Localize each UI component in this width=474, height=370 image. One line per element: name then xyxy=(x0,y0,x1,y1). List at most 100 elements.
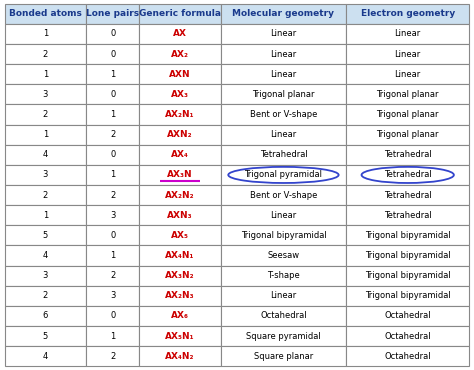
Text: AX₃N₂: AX₃N₂ xyxy=(165,271,195,280)
Bar xyxy=(346,64,469,84)
Bar xyxy=(86,104,139,125)
Bar xyxy=(139,286,221,306)
Bar xyxy=(346,145,469,165)
Text: AX₂N₂: AX₂N₂ xyxy=(165,191,195,199)
Bar xyxy=(139,326,221,346)
Text: Linear: Linear xyxy=(270,130,297,139)
Text: 2: 2 xyxy=(110,130,115,139)
Bar xyxy=(5,225,86,245)
Text: Molecular geometry: Molecular geometry xyxy=(232,9,335,18)
Bar xyxy=(86,145,139,165)
Text: AXN₂: AXN₂ xyxy=(167,130,193,139)
Text: AX₃: AX₃ xyxy=(171,90,189,99)
Text: AX₂N₁: AX₂N₁ xyxy=(165,110,195,119)
Text: AX₄N₁: AX₄N₁ xyxy=(165,251,195,260)
Text: 1: 1 xyxy=(43,70,48,79)
Bar xyxy=(139,306,221,326)
Text: Trigonal planar: Trigonal planar xyxy=(376,110,439,119)
Bar xyxy=(5,346,86,366)
Text: 2: 2 xyxy=(43,191,48,199)
Text: AX₂N₃: AX₂N₃ xyxy=(165,291,195,300)
Bar xyxy=(86,125,139,145)
Text: 0: 0 xyxy=(110,50,115,58)
Text: 1: 1 xyxy=(110,171,115,179)
Text: Lone pairs: Lone pairs xyxy=(86,9,139,18)
Text: 0: 0 xyxy=(110,312,115,320)
Bar xyxy=(139,165,221,185)
Text: Trigonal bipyramidal: Trigonal bipyramidal xyxy=(365,251,451,260)
Text: Trigonal bipyramidal: Trigonal bipyramidal xyxy=(365,271,451,280)
Bar xyxy=(139,346,221,366)
Text: Linear: Linear xyxy=(394,70,421,79)
Text: Linear: Linear xyxy=(394,50,421,58)
Bar xyxy=(139,44,221,64)
Bar xyxy=(139,205,221,225)
Bar xyxy=(5,145,86,165)
Text: Trigonal bipyramidal: Trigonal bipyramidal xyxy=(241,231,326,240)
Text: 1: 1 xyxy=(110,70,115,79)
Bar xyxy=(346,104,469,125)
Text: 1: 1 xyxy=(110,110,115,119)
Text: AX₅N₁: AX₅N₁ xyxy=(165,332,195,340)
Bar xyxy=(346,205,469,225)
Text: 3: 3 xyxy=(110,291,116,300)
Bar xyxy=(5,286,86,306)
Bar xyxy=(139,104,221,125)
Text: 3: 3 xyxy=(110,211,116,220)
Bar xyxy=(139,145,221,165)
Text: Trigonal pyramidal: Trigonal pyramidal xyxy=(245,171,322,179)
Bar xyxy=(86,165,139,185)
Text: AX₂: AX₂ xyxy=(171,50,189,58)
Text: AXN₃: AXN₃ xyxy=(167,211,193,220)
Bar xyxy=(5,266,86,286)
Bar xyxy=(5,104,86,125)
Bar xyxy=(221,245,346,266)
Bar xyxy=(86,64,139,84)
Bar xyxy=(221,44,346,64)
Text: T-shape: T-shape xyxy=(267,271,300,280)
Text: Tetrahedral: Tetrahedral xyxy=(384,191,432,199)
Bar xyxy=(86,266,139,286)
Text: AX₄N₂: AX₄N₂ xyxy=(165,352,195,361)
Text: 5: 5 xyxy=(43,231,48,240)
Bar xyxy=(5,326,86,346)
Text: 2: 2 xyxy=(43,50,48,58)
Text: 3: 3 xyxy=(43,171,48,179)
Bar xyxy=(86,24,139,44)
Text: Tetrahedral: Tetrahedral xyxy=(384,211,432,220)
Bar xyxy=(346,326,469,346)
Bar xyxy=(221,286,346,306)
Text: Linear: Linear xyxy=(270,70,297,79)
Bar xyxy=(5,125,86,145)
Bar xyxy=(346,245,469,266)
Text: Linear: Linear xyxy=(270,30,297,38)
Bar xyxy=(5,165,86,185)
Bar xyxy=(221,104,346,125)
Bar xyxy=(86,44,139,64)
Text: Tetrahedral: Tetrahedral xyxy=(260,150,307,159)
Text: Octahedral: Octahedral xyxy=(384,352,431,361)
Text: AXN: AXN xyxy=(169,70,191,79)
Bar xyxy=(346,286,469,306)
Bar xyxy=(86,84,139,104)
Bar xyxy=(86,225,139,245)
Text: 5: 5 xyxy=(43,332,48,340)
Text: 1: 1 xyxy=(110,332,115,340)
Text: Linear: Linear xyxy=(270,50,297,58)
Bar xyxy=(346,306,469,326)
Bar xyxy=(139,125,221,145)
Bar xyxy=(5,84,86,104)
Text: Octahedral: Octahedral xyxy=(384,332,431,340)
Bar xyxy=(5,4,86,24)
Text: Linear: Linear xyxy=(270,291,297,300)
Text: Tetrahedral: Tetrahedral xyxy=(384,171,432,179)
Bar xyxy=(5,24,86,44)
Bar xyxy=(346,24,469,44)
Bar xyxy=(86,306,139,326)
Bar xyxy=(346,44,469,64)
Text: Octahedral: Octahedral xyxy=(260,312,307,320)
Text: Tetrahedral: Tetrahedral xyxy=(384,150,432,159)
Text: 2: 2 xyxy=(110,191,115,199)
Text: Bonded atoms: Bonded atoms xyxy=(9,9,82,18)
Text: 4: 4 xyxy=(43,150,48,159)
